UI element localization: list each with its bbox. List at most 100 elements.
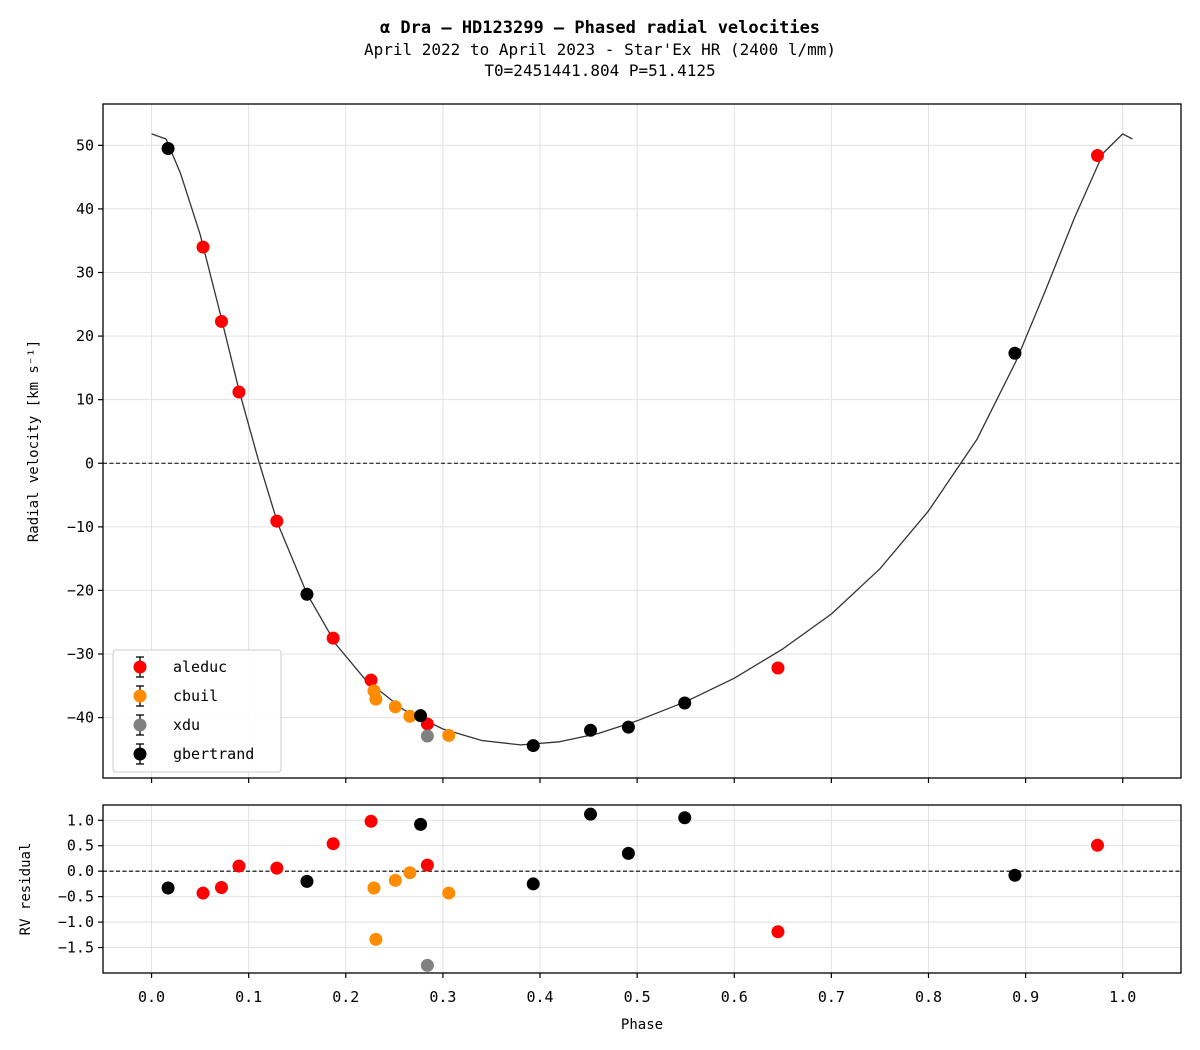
rv-ytick-label: 20 xyxy=(76,327,94,345)
rv-point-aleduc xyxy=(232,385,246,399)
rv-point-aleduc xyxy=(326,631,340,645)
resid-ytick-label: 0.5 xyxy=(67,837,94,855)
resid-xtick-label: 0.9 xyxy=(1012,988,1039,1006)
resid-xtick-label: 0.0 xyxy=(138,988,165,1006)
legend-label-cbuil: cbuil xyxy=(173,687,218,705)
resid-ytick-label: −1.5 xyxy=(58,939,94,957)
resid-point-aleduc xyxy=(771,925,785,939)
resid-point-aleduc xyxy=(214,880,228,894)
resid-xtick-label: 0.8 xyxy=(915,988,942,1006)
rv-point-xdu xyxy=(420,729,434,743)
resid-point-gbertrand xyxy=(1008,868,1022,882)
resid-point-gbertrand xyxy=(678,811,692,825)
resid-point-aleduc xyxy=(420,858,434,872)
rv-point-aleduc xyxy=(270,514,284,528)
resid-point-gbertrand xyxy=(414,817,428,831)
resid-point-cbuil xyxy=(442,886,456,900)
resid-xtick-label: 0.1 xyxy=(235,988,262,1006)
resid-point-aleduc xyxy=(1090,838,1104,852)
resid-point-gbertrand xyxy=(621,846,635,860)
rv-ytick-label: −30 xyxy=(67,645,94,663)
residual-panel: 1.0 0.5 0.0 −0.5 −1.0 −1.5 0.0 0.1 0.2 0.3 0.4 0.5 0… xyxy=(18,804,1182,1033)
resid-ylabel: RV residual xyxy=(18,843,34,936)
rv-ytick-label: −20 xyxy=(67,581,94,599)
resid-series-cbuil xyxy=(367,866,456,946)
chart-subtitle-ephemeris: T0=2451441.804 P=51.4125 xyxy=(484,61,716,80)
rv-point-gbertrand xyxy=(526,739,540,753)
rv-point-cbuil xyxy=(403,709,417,723)
resid-grid xyxy=(103,805,1181,973)
rv-series-cbuil xyxy=(367,684,456,742)
rv-ytick-label: 30 xyxy=(76,264,94,282)
chart-title: α Dra — HD123299 — Phased radial velocit… xyxy=(379,18,821,38)
resid-series-gbertrand xyxy=(161,807,1022,895)
resid-point-aleduc xyxy=(270,861,284,875)
rv-point-gbertrand xyxy=(161,142,175,156)
resid-point-cbuil xyxy=(369,932,383,946)
legend-label-xdu: xdu xyxy=(173,716,200,734)
resid-point-cbuil xyxy=(388,873,402,887)
resid-ytick-label: −1.0 xyxy=(58,913,94,931)
resid-xtick-label: 0.7 xyxy=(818,988,845,1006)
resid-xlabel: Phase xyxy=(621,1017,663,1033)
rv-model-curve xyxy=(151,133,1133,746)
resid-xtick-label: 0.6 xyxy=(721,988,748,1006)
rv-point-cbuil xyxy=(369,692,383,706)
resid-axes-frame xyxy=(102,804,1182,974)
resid-point-gbertrand xyxy=(300,874,314,888)
resid-xtick-label: 0.3 xyxy=(429,988,456,1006)
resid-point-aleduc xyxy=(232,859,246,873)
rv-axes-frame xyxy=(102,103,1182,779)
rv-point-gbertrand xyxy=(678,696,692,710)
rv-ytick-label: −10 xyxy=(67,518,94,536)
resid-point-cbuil xyxy=(403,866,417,880)
rv-point-cbuil xyxy=(388,700,402,714)
resid-xtick-label: 0.2 xyxy=(332,988,359,1006)
legend-marker-cbuil xyxy=(133,689,147,703)
rv-series-aleduc xyxy=(196,149,1104,731)
rv-ytick-label: 0 xyxy=(85,454,94,472)
legend-label-gbertrand: gbertrand xyxy=(173,745,254,763)
legend-label-aleduc: aleduc xyxy=(173,658,227,676)
rv-ytick-label: 40 xyxy=(76,200,94,218)
rv-panel: 50 40 30 20 10 0 −10 −20 −30 −40 Radial velocity [… xyxy=(26,103,1182,783)
rv-point-aleduc xyxy=(771,661,785,675)
rv-ytick-label: −40 xyxy=(67,709,94,727)
resid-point-aleduc xyxy=(196,886,210,900)
resid-xtick-label: 0.4 xyxy=(526,988,553,1006)
rv-point-gbertrand xyxy=(621,720,635,734)
resid-point-aleduc xyxy=(326,837,340,851)
rv-ylabel: Radial velocity [km s⁻¹] xyxy=(26,340,42,542)
legend-marker-gbertrand xyxy=(133,747,147,761)
rv-series-gbertrand xyxy=(161,142,1022,753)
rv-point-cbuil xyxy=(442,728,456,742)
resid-ytick-label: 0.0 xyxy=(67,862,94,880)
rv-point-aleduc xyxy=(1090,149,1104,163)
resid-point-gbertrand xyxy=(161,881,175,895)
rv-point-gbertrand xyxy=(300,587,314,601)
legend-marker-xdu xyxy=(133,718,147,732)
chart-subtitle-dates: April 2022 to April 2023 - Star'Ex HR (2… xyxy=(363,40,836,59)
rv-ytick-label: 10 xyxy=(76,391,94,409)
rv-point-aleduc xyxy=(196,240,210,254)
resid-point-aleduc xyxy=(364,814,378,828)
legend-box xyxy=(112,649,282,773)
rv-point-gbertrand xyxy=(414,709,428,723)
legend: aleduc cbuil xdu gbertrand xyxy=(112,649,282,773)
resid-xtick-label: 1.0 xyxy=(1109,988,1136,1006)
rv-point-aleduc xyxy=(364,673,378,687)
resid-point-cbuil xyxy=(367,881,381,895)
resid-series-xdu xyxy=(420,958,434,972)
resid-point-gbertrand xyxy=(584,807,598,821)
resid-xtick-label: 0.5 xyxy=(624,988,651,1006)
rv-point-gbertrand xyxy=(584,723,598,737)
rv-series-xdu xyxy=(420,729,434,743)
resid-ytick-label: −0.5 xyxy=(58,888,94,906)
rv-point-aleduc xyxy=(214,314,228,328)
rv-point-gbertrand xyxy=(1008,346,1022,360)
resid-point-gbertrand xyxy=(526,877,540,891)
figure-titles: α Dra — HD123299 — Phased radial velocit… xyxy=(0,18,1200,81)
legend-marker-aleduc xyxy=(133,660,147,674)
resid-series-aleduc xyxy=(196,814,1104,939)
